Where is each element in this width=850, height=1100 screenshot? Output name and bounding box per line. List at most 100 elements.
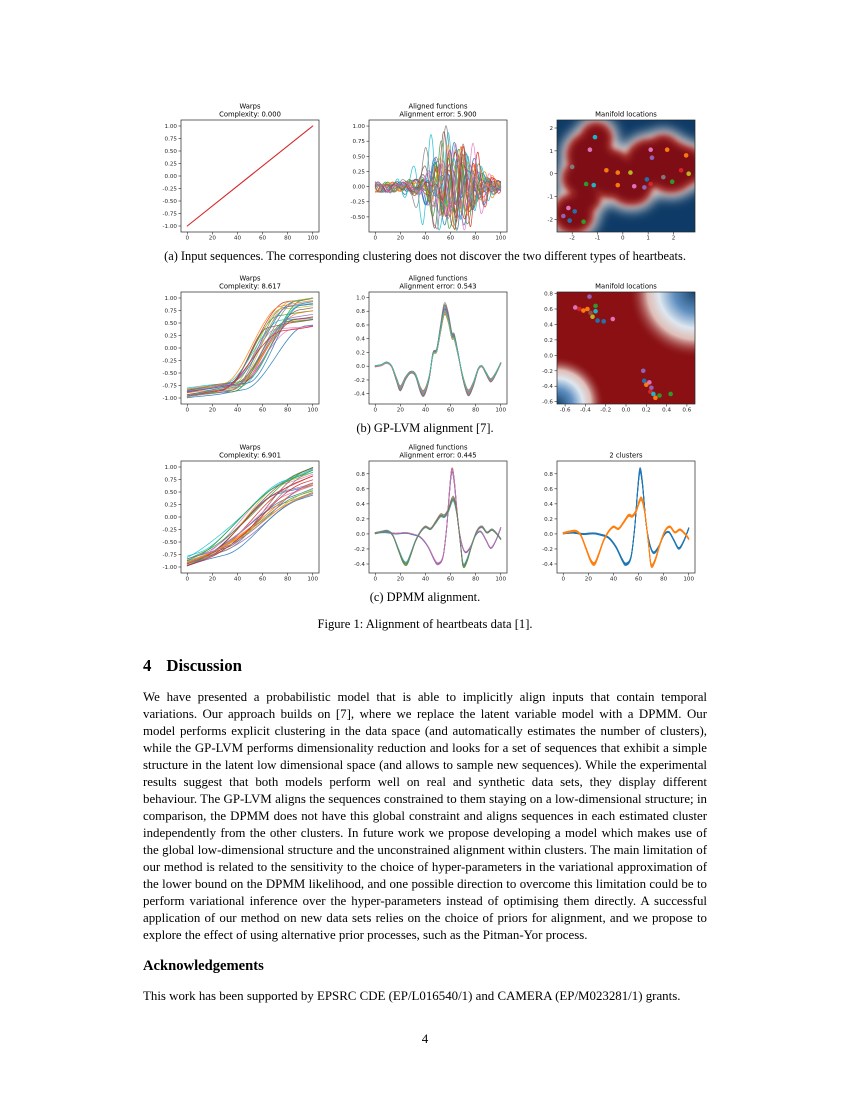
svg-text:-0.4: -0.4 [354, 562, 365, 568]
svg-text:-0.75: -0.75 [163, 384, 178, 390]
svg-text:-0.50: -0.50 [351, 215, 366, 221]
svg-text:1.00: 1.00 [165, 465, 178, 471]
svg-text:0: 0 [373, 236, 377, 242]
svg-text:0.50: 0.50 [165, 321, 178, 327]
svg-text:-1.00: -1.00 [163, 565, 178, 571]
svg-text:0.4: 0.4 [356, 337, 365, 343]
svg-text:-0.2: -0.2 [542, 547, 553, 553]
subcaption-c: (c) DPMM alignment. [369, 590, 481, 604]
subcaption-a: (a) Input sequences. The corresponding c… [164, 249, 686, 263]
panel-manifold-locations-b: -0.6 -0.4 -0.2 0.0 0.2 0.4 0.6 0.8 0.6 0.4 0.2 0.0 -… [542, 283, 696, 414]
svg-text:-0.4: -0.4 [580, 408, 591, 414]
panel-aligned-functions-b: 0 20 40 60 80 100 1.0 0.8 0.6 0.4 0.2 0.0 -0.2 -0.4 Al… [354, 275, 508, 414]
svg-text:0.75: 0.75 [165, 137, 178, 143]
svg-text:0.50: 0.50 [165, 149, 178, 155]
content-column: 0 20 40 60 80 100 1.00 0.75 0.50 0.25 0.00 -0.25 -0.… [143, 0, 707, 1047]
svg-text:Aligned functions: Aligned functions [408, 275, 467, 283]
svg-text:2: 2 [549, 126, 553, 132]
section-heading: 4 Discussion [143, 656, 707, 676]
svg-text:Warps: Warps [239, 275, 261, 283]
svg-text:-0.50: -0.50 [163, 540, 178, 546]
svg-text:0.0: 0.0 [622, 408, 631, 414]
panel-warps-c: 0 20 40 60 80 100 1.00 0.75 0.50 0.25 0.00 -0.25 -0.… [163, 444, 320, 583]
svg-text:0.75: 0.75 [165, 478, 178, 484]
svg-text:0.00: 0.00 [353, 185, 366, 191]
svg-text:-0.6: -0.6 [542, 400, 553, 406]
svg-text:40: 40 [234, 236, 242, 242]
svg-text:0.4: 0.4 [356, 502, 365, 508]
svg-text:-0.2: -0.2 [542, 369, 553, 375]
svg-text:0.00: 0.00 [165, 174, 178, 180]
svg-text:20: 20 [209, 408, 217, 414]
figure-row-a: 0 20 40 60 80 100 1.00 0.75 0.50 0.25 0.00 -0.25 -0.… [143, 100, 707, 244]
svg-text:20: 20 [209, 577, 217, 583]
svg-text:100: 100 [307, 577, 318, 583]
svg-text:-0.25: -0.25 [351, 200, 366, 206]
svg-text:80: 80 [472, 236, 480, 242]
svg-text:1.0: 1.0 [356, 295, 365, 301]
svg-text:0.6: 0.6 [544, 487, 553, 493]
figure-caption: Figure 1: Alignment of heartbeats data [… [317, 617, 533, 631]
svg-text:1.00: 1.00 [353, 124, 366, 130]
svg-text:80: 80 [284, 577, 292, 583]
svg-text:100: 100 [307, 236, 318, 242]
svg-text:Alignment error: 0.543: Alignment error: 0.543 [399, 283, 476, 291]
svg-text:2 clusters: 2 clusters [609, 452, 643, 460]
svg-text:0.25: 0.25 [165, 162, 178, 168]
svg-text:20: 20 [585, 577, 593, 583]
acknowledgements-paragraph: This work has been supported by EPSRC CD… [143, 989, 681, 1003]
section-title: Discussion [166, 656, 242, 675]
svg-text:40: 40 [234, 408, 242, 414]
svg-text:-0.75: -0.75 [163, 553, 178, 559]
panel-warps-b: 0 20 40 60 80 100 1.00 0.75 0.50 0.25 0.00 -0.25 -0.… [163, 275, 320, 414]
svg-text:-2: -2 [547, 217, 553, 223]
svg-text:0.4: 0.4 [544, 502, 553, 508]
svg-text:-0.4: -0.4 [354, 392, 365, 398]
panel-aligned-functions-a: 0 20 40 60 80 100 1.00 0.75 0.50 0.25 0.00 -0.25 -0.… [351, 103, 508, 242]
svg-text:Aligned functions: Aligned functions [408, 103, 467, 111]
svg-text:Complexity: 6.901: Complexity: 6.901 [219, 452, 281, 460]
svg-text:0.75: 0.75 [353, 139, 366, 145]
svg-text:-0.25: -0.25 [163, 359, 178, 365]
svg-text:0.25: 0.25 [165, 503, 178, 509]
svg-text:80: 80 [284, 408, 292, 414]
svg-text:-0.4: -0.4 [542, 562, 553, 568]
svg-text:0.0: 0.0 [544, 532, 553, 538]
svg-text:100: 100 [495, 236, 506, 242]
svg-text:0.8: 0.8 [544, 292, 553, 298]
svg-text:0.0: 0.0 [356, 364, 365, 370]
svg-text:0.75: 0.75 [165, 309, 178, 315]
svg-text:0.4: 0.4 [662, 408, 671, 414]
svg-text:60: 60 [259, 577, 267, 583]
svg-text:60: 60 [447, 236, 455, 242]
subcaption-b: (b) GP-LVM alignment [7]. [356, 421, 494, 435]
svg-text:80: 80 [660, 577, 668, 583]
svg-text:0.8: 0.8 [356, 309, 365, 315]
svg-text:1.00: 1.00 [165, 124, 178, 130]
svg-text:0: 0 [185, 577, 189, 583]
section-number: 4 [143, 656, 152, 675]
svg-text:60: 60 [259, 408, 267, 414]
panel-warps-a: 0 20 40 60 80 100 1.00 0.75 0.50 0.25 0.00 -0.25 -0.… [163, 103, 320, 242]
svg-text:0: 0 [185, 236, 189, 242]
svg-text:0.50: 0.50 [353, 154, 366, 160]
svg-text:-0.50: -0.50 [163, 371, 178, 377]
svg-text:0: 0 [373, 408, 377, 414]
svg-text:0.6: 0.6 [356, 487, 365, 493]
svg-text:Alignment error: 5.900: Alignment error: 5.900 [399, 111, 476, 119]
svg-text:Alignment error: 0.445: Alignment error: 0.445 [399, 452, 476, 460]
figure-row-c: 0 20 40 60 80 100 1.00 0.75 0.50 0.25 0.00 -0.25 -0.… [143, 441, 707, 585]
svg-text:0.6: 0.6 [682, 408, 691, 414]
figure-row-b: 0 20 40 60 80 100 1.00 0.75 0.50 0.25 0.00 -0.25 -0.… [143, 272, 707, 416]
svg-text:-1.00: -1.00 [163, 396, 178, 402]
svg-text:0.2: 0.2 [642, 408, 651, 414]
svg-text:Aligned functions: Aligned functions [408, 444, 467, 452]
svg-text:100: 100 [683, 577, 694, 583]
svg-text:0.50: 0.50 [165, 490, 178, 496]
svg-text:Manifold locations: Manifold locations [595, 111, 657, 119]
svg-text:1: 1 [549, 149, 553, 155]
page-number: 4 [421, 1031, 429, 1046]
svg-text:0.2: 0.2 [356, 517, 365, 523]
svg-text:20: 20 [397, 408, 405, 414]
